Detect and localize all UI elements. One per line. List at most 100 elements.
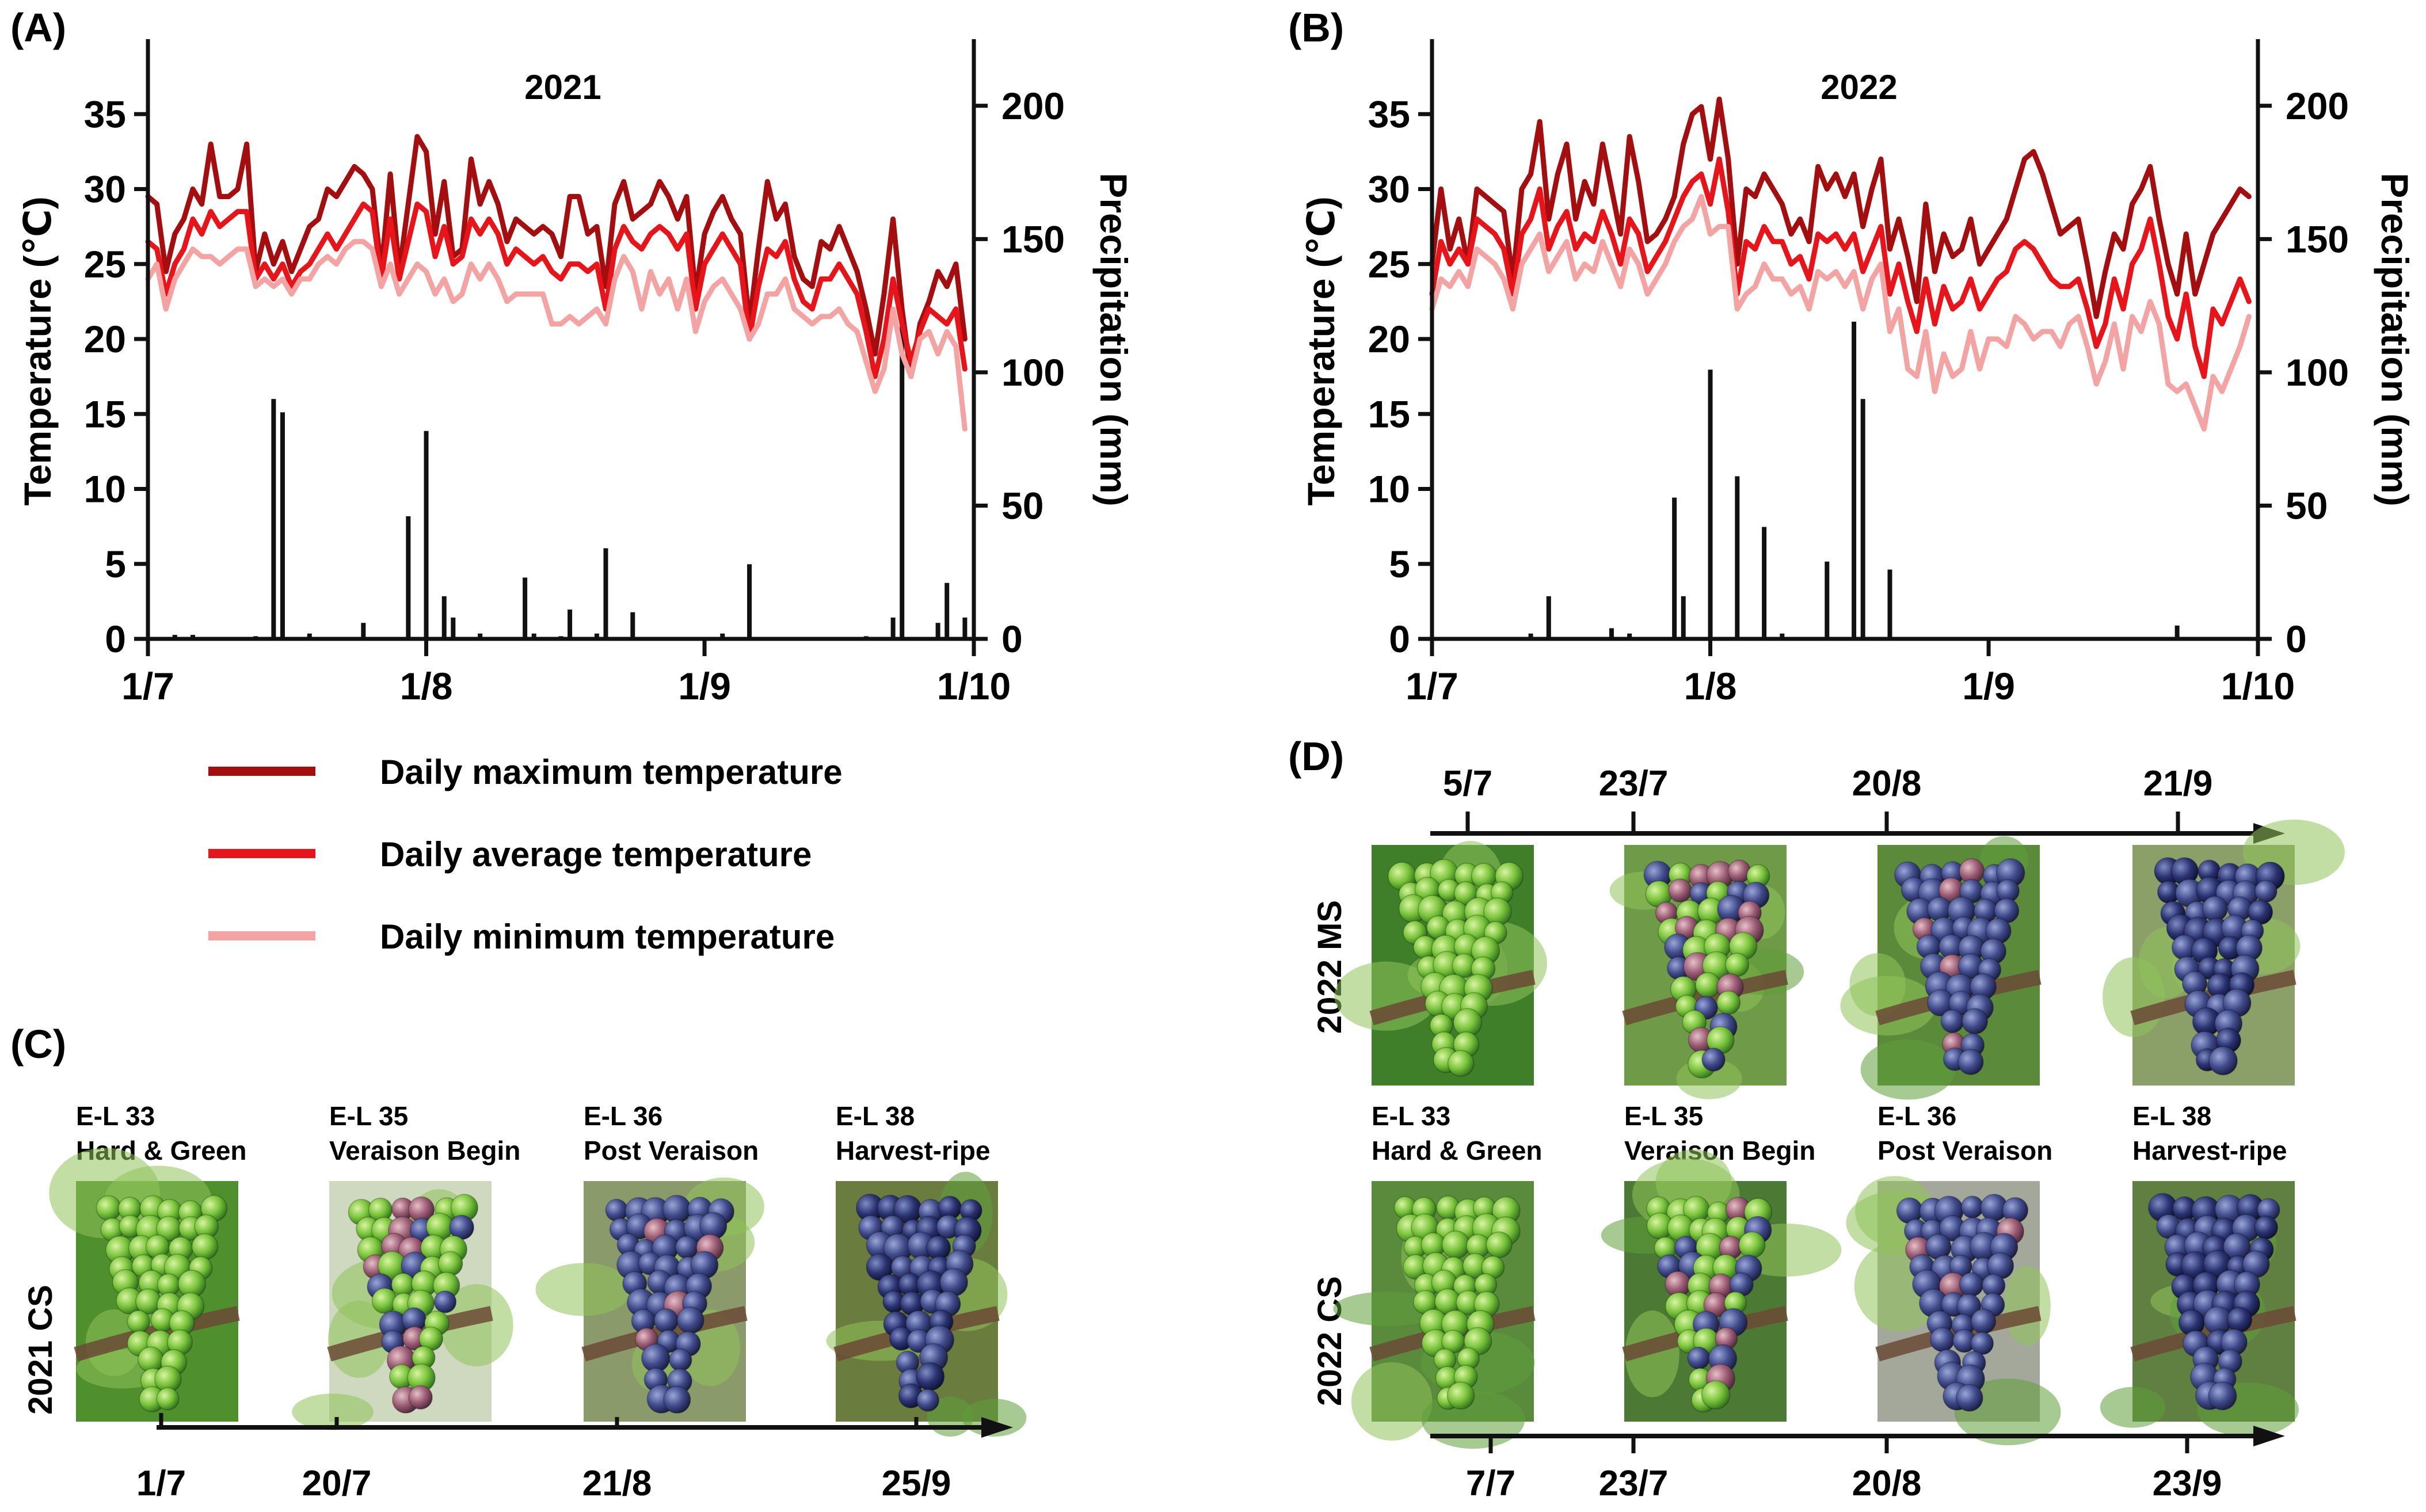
y2-tick-label: 50 bbox=[1001, 484, 1043, 527]
series-line-avg bbox=[1429, 156, 2252, 379]
stage-label-c-2: E-L 36 Post Veraison bbox=[584, 1101, 759, 1166]
grape-berry bbox=[663, 1385, 691, 1414]
stage-code: E-L 36 bbox=[1877, 1101, 1956, 1131]
stage-name: Post Veraison bbox=[1877, 1136, 2052, 1166]
precip-bar bbox=[1825, 561, 1830, 639]
grape-cluster-photo bbox=[826, 1171, 1027, 1437]
chart-title-2021: 2021 bbox=[524, 68, 601, 106]
grape-berry bbox=[1447, 1050, 1475, 1077]
grape-cluster-photo bbox=[535, 1177, 764, 1422]
timeline-2022-bottom: 7/7 23/7 20/8 23/9 bbox=[1430, 1426, 2285, 1503]
grape-berry bbox=[1687, 1346, 1711, 1370]
stage-label-c-1: E-L 35 Veraison Begin bbox=[329, 1101, 520, 1166]
grape-berry bbox=[437, 1251, 463, 1277]
panel-label-b: (B) bbox=[1288, 5, 1344, 50]
y-tick-label: 20 bbox=[1368, 318, 1410, 360]
grape-berry bbox=[156, 1387, 180, 1411]
precip-bar bbox=[935, 623, 940, 639]
stage-name: Harvest-ripe bbox=[836, 1136, 990, 1166]
x-tick-label: 1/7 bbox=[121, 665, 174, 707]
precip-bar bbox=[962, 617, 968, 639]
y2-tick-label: 100 bbox=[2286, 351, 2349, 394]
precip-bar bbox=[1681, 596, 1686, 639]
y-tick-label: 25 bbox=[1368, 243, 1410, 285]
stage-code: E-L 36 bbox=[584, 1101, 662, 1131]
grape-berry bbox=[1716, 991, 1741, 1015]
axes-2022: 0 5 10 15 20 25 30 35 0 50 100 150 200 1/7 1/8 1/9 1/10 bbox=[1368, 39, 2349, 707]
grape-berry bbox=[408, 1385, 433, 1410]
precip-bar bbox=[1852, 321, 1857, 639]
grape-berry bbox=[605, 1198, 629, 1222]
y-tick-label: 30 bbox=[84, 168, 126, 211]
precip-bar bbox=[271, 399, 276, 639]
timeline-date: 21/9 bbox=[2143, 764, 2213, 803]
grape-berry bbox=[2254, 1215, 2279, 1240]
grape-cluster-photo bbox=[49, 1148, 240, 1422]
stage-label-d-2: E-L 36 Post Veraison bbox=[1877, 1101, 2052, 1166]
x-tick-label: 1/10 bbox=[2221, 665, 2295, 707]
precip-bar bbox=[594, 633, 599, 639]
y-tick-label: 0 bbox=[105, 618, 126, 660]
y-tick-label: 10 bbox=[1368, 468, 1410, 511]
precip-bar bbox=[1735, 476, 1740, 639]
stage-code: E-L 35 bbox=[1624, 1101, 1703, 1131]
precip-bar bbox=[523, 577, 528, 639]
y2-tick-label: 100 bbox=[1001, 351, 1065, 394]
timeline-date: 20/8 bbox=[1852, 764, 1922, 803]
grape-berry bbox=[2226, 1307, 2253, 1333]
grape-berry bbox=[2254, 879, 2278, 903]
grape-cluster-photo bbox=[1840, 836, 2042, 1100]
series-line-min bbox=[145, 239, 968, 432]
stage-code: E-L 33 bbox=[1372, 1101, 1450, 1131]
grape-berry bbox=[1486, 1231, 1513, 1258]
precip-bar bbox=[747, 564, 752, 639]
precip-bar bbox=[406, 516, 411, 639]
grape-berry bbox=[1959, 1272, 1984, 1297]
leaf-shape bbox=[2100, 1387, 2166, 1428]
y-tick-label: 35 bbox=[1368, 93, 1410, 135]
grape-berry bbox=[916, 1362, 945, 1391]
y2-tick-label: 50 bbox=[2286, 484, 2328, 527]
x-tick-label: 1/8 bbox=[1684, 665, 1737, 707]
series-line-max bbox=[1429, 96, 2252, 319]
y-tick-label: 30 bbox=[1368, 168, 1410, 211]
precipitation-bars-2021 bbox=[172, 324, 968, 639]
phenology-2022: 5/7 23/7 20/8 21/9 2022 MS 2022 CS E-L 3… bbox=[1311, 764, 2345, 1503]
panel-label-d: (D) bbox=[1288, 734, 1344, 779]
y-tick-label: 25 bbox=[84, 243, 126, 285]
x-tick-label: 1/7 bbox=[1406, 665, 1458, 707]
grape-cluster-photo bbox=[1334, 840, 1547, 1086]
precip-bar bbox=[630, 612, 635, 639]
precip-bar bbox=[307, 633, 312, 639]
stage-label-c-3: E-L 38 Harvest-ripe bbox=[836, 1101, 990, 1166]
grape-cluster-photo bbox=[1846, 1176, 2061, 1446]
y2-tick-label: 200 bbox=[2286, 85, 2349, 127]
grape-berry bbox=[669, 1348, 692, 1372]
stage-name: Post Veraison bbox=[584, 1136, 759, 1166]
timeline-date: 20/7 bbox=[302, 1464, 372, 1503]
leaf-shape bbox=[2103, 957, 2165, 1037]
precip-bar bbox=[451, 617, 456, 639]
stage-code: E-L 33 bbox=[76, 1101, 155, 1131]
y2-tick-label: 0 bbox=[2286, 618, 2307, 660]
grape-berry bbox=[1695, 972, 1721, 998]
grape-berry bbox=[676, 1306, 704, 1334]
grape-berry bbox=[433, 1290, 457, 1313]
precipitation-bars-2022 bbox=[1528, 321, 2180, 639]
stage-code: E-L 38 bbox=[836, 1101, 915, 1131]
row-label-2021-cs: 2021 CS bbox=[22, 1285, 59, 1415]
x-tick-label: 1/9 bbox=[678, 665, 731, 707]
y-tick-label: 0 bbox=[1389, 618, 1410, 660]
grape-berry bbox=[191, 1233, 219, 1260]
precip-bar bbox=[720, 633, 725, 639]
grape-cluster-photo bbox=[2103, 820, 2345, 1086]
row-label-2022-cs: 2022 CS bbox=[1311, 1276, 1349, 1406]
grape-berry bbox=[2208, 1046, 2238, 1076]
stage-label-d-0: E-L 33 Hard & Green bbox=[1372, 1101, 1543, 1166]
leaf-shape bbox=[1860, 1039, 1956, 1100]
precip-bar bbox=[944, 582, 950, 639]
leaf-shape bbox=[292, 1393, 374, 1430]
precip-bar bbox=[441, 596, 447, 639]
series-line-min bbox=[1429, 194, 2252, 432]
timeline-date: 25/9 bbox=[882, 1464, 951, 1503]
